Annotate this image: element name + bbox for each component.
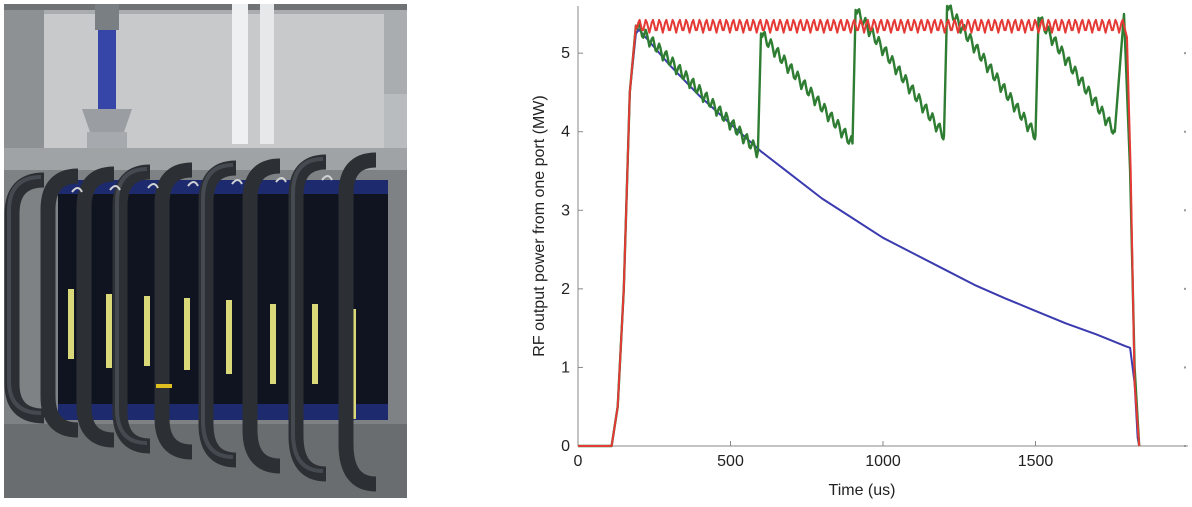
y-axis-label: RF output power from one port (MW) bbox=[531, 95, 548, 356]
chart-svg: 0 500 1000 1500 0 1 2 3 4 5 Time (us) RF output p… bbox=[531, 4, 1188, 499]
right-tick-dot bbox=[1184, 130, 1186, 133]
y-tick-label: 5 bbox=[561, 45, 570, 62]
series-line-1 bbox=[578, 28, 1141, 447]
plot-series bbox=[578, 4, 1141, 448]
series-line-2 bbox=[578, 4, 1141, 448]
klystron-photo bbox=[4, 4, 407, 498]
right-tick-dot bbox=[1184, 366, 1186, 369]
y-tick-label: 0 bbox=[561, 438, 570, 455]
x-tick-label: 1000 bbox=[865, 453, 901, 470]
series-line-3 bbox=[578, 18, 1141, 447]
y-tick-label: 1 bbox=[561, 359, 570, 376]
y-tick-label: 3 bbox=[561, 202, 570, 219]
x-tick-label: 0 bbox=[574, 453, 583, 470]
right-tick-dot bbox=[1184, 52, 1186, 55]
right-tick-dot bbox=[1184, 445, 1186, 447]
right-tick-dot bbox=[1184, 287, 1186, 290]
x-tick-label: 1500 bbox=[1018, 453, 1054, 470]
y-tick-label: 4 bbox=[561, 124, 570, 141]
right-tick-dot bbox=[1184, 209, 1186, 212]
x-axis-label: Time (us) bbox=[829, 482, 896, 499]
klystron-modulator-photo-icon bbox=[4, 4, 407, 498]
plot-axes: 0 500 1000 1500 0 1 2 3 4 5 bbox=[561, 6, 1188, 470]
y-tick-label: 2 bbox=[561, 281, 570, 298]
x-tick-label: 500 bbox=[717, 453, 744, 470]
rf-power-chart: 0 500 1000 1500 0 1 2 3 4 5 Time (us) RF output p… bbox=[440, 0, 1192, 502]
